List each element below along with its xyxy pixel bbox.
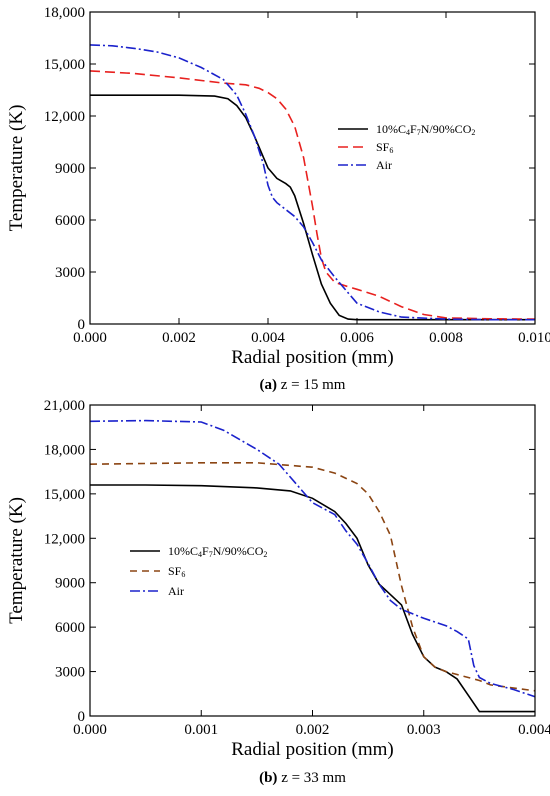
legend-text: N/90%CO: [213, 544, 264, 558]
y-tick-label: 15,000: [44, 487, 85, 503]
x-tick-label: 0.003: [407, 722, 441, 738]
series-line-sf6: [90, 461, 535, 692]
legend-text: SF: [376, 140, 390, 154]
x-tick-label: 0.000: [73, 722, 107, 738]
x-tick-label: 0.008: [429, 330, 463, 346]
y-tick-label: 18,000: [44, 5, 85, 21]
series-line-10-c4f7n-90-co2: [90, 484, 535, 713]
legend-label: SF6: [376, 140, 393, 155]
legend-label: SF6: [168, 564, 185, 579]
y-tick-label: 12,000: [44, 109, 85, 125]
caption-label: (b): [259, 770, 277, 786]
chart-a: 0.000 0.002 0.004 0.006 0.008 0.010 0 3000 6000 9…: [6, 5, 550, 393]
legend: 10%C4F7N/90%CO2 SF6 Air: [130, 544, 267, 598]
legend-label: 10%C4F7N/90%CO2: [376, 122, 475, 137]
y-tick-label: 15,000: [44, 57, 85, 73]
y-tick-label: 12,000: [44, 531, 85, 547]
y-tick-label: 18,000: [44, 442, 85, 458]
x-tick-label: 0.004: [251, 330, 285, 346]
legend-label: Air: [376, 158, 392, 172]
caption-label: (a): [260, 377, 278, 393]
legend-subscript: 2: [471, 128, 475, 137]
caption-text: z = 33 mm: [277, 770, 346, 786]
y-axis-title: Temperature (K): [6, 497, 27, 624]
caption-text: z = 15 mm: [277, 377, 346, 393]
y-tick-label: 0: [78, 317, 86, 333]
legend-subscript: 7: [209, 550, 213, 559]
chart-b: 0.000 0.001 0.002 0.003 0.004 0 3000 6000 9000 12…: [6, 398, 550, 786]
x-tick-label: 0.004: [518, 722, 550, 738]
series-line-sf6: [90, 70, 535, 320]
panel-caption: (a) z = 15 mm: [260, 377, 346, 393]
y-axis-title: Temperature (K): [6, 105, 27, 232]
y-tick-label: 6000: [55, 620, 85, 636]
x-tick-label: 0.002: [296, 722, 330, 738]
plot-frame: [89, 404, 536, 717]
x-tick-label: 0.001: [184, 722, 218, 738]
x-axis-title: Radial position (mm): [231, 739, 394, 760]
y-tick-label: 0: [78, 709, 86, 725]
y-tick-label: 6000: [55, 213, 85, 229]
legend-text: SF: [168, 564, 182, 578]
legend-subscript: 2: [263, 550, 267, 559]
x-tick-label: 0.006: [340, 330, 374, 346]
panel-caption: (b) z = 33 mm: [259, 770, 346, 786]
legend-label: Air: [168, 584, 184, 598]
x-tick-label: 0.010: [518, 330, 550, 346]
legend-text: F: [410, 122, 417, 136]
legend-subscript: 4: [198, 550, 202, 559]
legend-text: 10%C: [376, 122, 406, 136]
legend-subscript: 6: [181, 570, 185, 579]
series-line-air: [90, 419, 535, 698]
y-tick-label: 9000: [55, 576, 85, 592]
series-line-air: [90, 44, 535, 321]
x-axis-title: Radial position (mm): [231, 347, 394, 368]
legend-label: 10%C4F7N/90%CO2: [168, 544, 267, 559]
y-tick-label: 9000: [55, 161, 85, 177]
x-tick-label: 0.000: [73, 330, 107, 346]
legend-subscript: 4: [406, 128, 410, 137]
plot-frame: [89, 11, 536, 325]
legend-text: 10%C: [168, 544, 198, 558]
y-tick-label: 3000: [55, 665, 85, 681]
legend-text: N/90%CO: [421, 122, 472, 136]
legend: 10%C4F7N/90%CO2 SF6 Air: [338, 122, 475, 172]
y-tick-label: 3000: [55, 265, 85, 281]
legend-text: F: [202, 544, 209, 558]
y-tick-label: 21,000: [44, 398, 85, 414]
legend-text: Air: [168, 584, 184, 598]
legend-text: Air: [376, 158, 392, 172]
legend-subscript: 7: [417, 128, 421, 137]
x-tick-label: 0.002: [162, 330, 196, 346]
legend-subscript: 6: [389, 146, 393, 155]
